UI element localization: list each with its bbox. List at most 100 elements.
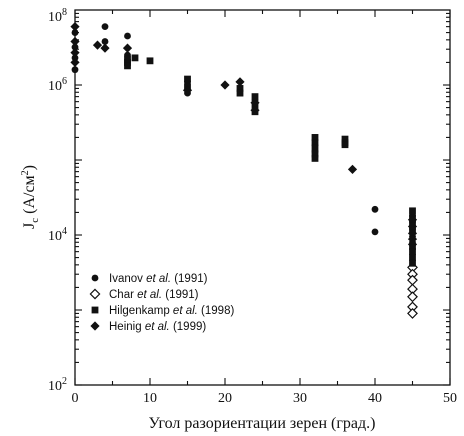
y-tick-exp: 6 [62, 76, 67, 87]
legend-label: Heinig et al. (1999) [109, 321, 206, 333]
data-point-square [146, 57, 154, 65]
data-point-diamond [407, 234, 418, 244]
legend-label: Char et al. (1991) [109, 289, 199, 301]
x-tick-label: 0 [72, 391, 79, 406]
x-tick-label: 10 [143, 391, 157, 406]
legend-marker-open-diamond [89, 288, 101, 300]
data-point-diamond [250, 98, 260, 108]
data-point-circle [71, 66, 79, 74]
data-point-square [311, 139, 319, 147]
data-point-diamond [407, 228, 418, 239]
data-point-diamond [220, 80, 230, 90]
y-tick-exp: 4 [62, 226, 67, 237]
data-point-diamond [70, 22, 80, 32]
legend-label-etal: et al. [137, 289, 162, 301]
y-tick-base: 10 [48, 229, 62, 244]
y-axis-label-main: J [21, 223, 38, 229]
data-point-diamond [235, 77, 245, 87]
data-point-square [311, 134, 319, 141]
x-tick-label: 30 [293, 391, 307, 406]
data-point-open-diamond [407, 307, 418, 319]
legend-label-author: Hilgenkamp [109, 305, 173, 317]
legend-entry: Ivanov et al. (1991) [91, 273, 208, 285]
data-point-diamond [182, 85, 193, 95]
data-point-open-diamond [407, 291, 418, 303]
data-point-diamond [407, 215, 418, 225]
y-axis-label-unit-sup: 2 [20, 170, 31, 175]
y-axis-label-unit-close: ) [21, 165, 38, 170]
x-tick-label: 20 [218, 391, 232, 406]
data-point-diamond [347, 164, 358, 174]
data-point-square [311, 155, 319, 162]
y-tick-exp: 2 [62, 376, 67, 387]
data-point-square [341, 141, 349, 149]
data-point-diamond [92, 40, 103, 50]
legend: Ivanov et al. (1991)Char et al. (1991)Hi… [89, 273, 234, 333]
legend-label: Ivanov et al. (1991) [109, 273, 208, 285]
y-tick-label: 104 [48, 226, 67, 244]
legend-label-etal: et al. [145, 321, 170, 333]
data-point-diamond [407, 221, 418, 232]
legend-entry: Char et al. (1991) [89, 288, 199, 301]
data-point-circle [71, 43, 79, 51]
legend-label: Hilgenkamp et al. (1998) [109, 305, 234, 317]
data-point-square [409, 207, 416, 215]
series-diamond [70, 22, 418, 249]
series-circle [71, 23, 416, 246]
data-point-square [311, 150, 319, 158]
legend-label-year: (1991) [162, 289, 199, 301]
data-point-square [184, 75, 191, 83]
data-point-square [251, 93, 259, 101]
data-point-square [236, 89, 244, 97]
y-tick-label: 108 [48, 7, 67, 25]
data-point-diamond [100, 43, 110, 53]
series-open-diamond [407, 261, 418, 319]
data-point-diamond [250, 105, 260, 115]
data-point-square [124, 62, 131, 70]
data-point-square [131, 54, 139, 62]
data-point-diamond [70, 57, 80, 68]
axis-ticks [74, 10, 451, 386]
data-points [70, 22, 418, 319]
y-tick-base: 10 [48, 10, 62, 25]
data-point-circle [371, 228, 379, 236]
data-point-circle [71, 29, 79, 36]
legend-label-year: (1999) [170, 321, 207, 333]
data-point-square [341, 135, 349, 143]
data-point-circle [101, 23, 109, 31]
y-tick-base: 10 [48, 79, 62, 94]
legend-marker-square [91, 306, 99, 314]
y-axis-label: Jc (А/см2) [20, 165, 41, 229]
legend-label-author: Heinig [109, 321, 145, 333]
data-point-diamond [122, 43, 133, 53]
x-axis-label: Угол разориентации зерен (град.) [149, 415, 376, 432]
legend-label-year: (1998) [198, 305, 235, 317]
x-tick-label: 40 [368, 391, 382, 406]
legend-label-year: (1991) [171, 273, 208, 285]
y-axis-label-sub: c [29, 218, 41, 223]
legend-label-author: Char [109, 289, 137, 301]
data-point-circle [371, 205, 379, 213]
data-point-square [124, 59, 131, 66]
y-tick-label: 102 [48, 376, 67, 394]
legend-marker-circle [91, 274, 99, 282]
y-tick-label: 106 [48, 76, 67, 94]
data-point-diamond [70, 48, 80, 58]
data-point-square [236, 85, 244, 92]
data-point-square [409, 254, 416, 261]
data-point-diamond [407, 239, 418, 249]
series-square [124, 54, 416, 267]
y-axis-label-unit: (А/см [21, 175, 38, 214]
x-tick-labels: 0 10 20 30 40 50 [72, 391, 458, 406]
y-tick-exp: 8 [62, 7, 67, 18]
x-tick-label: 50 [443, 391, 457, 406]
data-point-square [311, 144, 319, 152]
data-point-square [409, 259, 416, 267]
data-point-square [409, 248, 416, 256]
legend-label-author: Ivanov [109, 273, 146, 285]
data-point-open-diamond [407, 274, 418, 286]
legend-entry: Hilgenkamp et al. (1998) [91, 305, 234, 317]
legend-label-etal: et al. [173, 305, 198, 317]
